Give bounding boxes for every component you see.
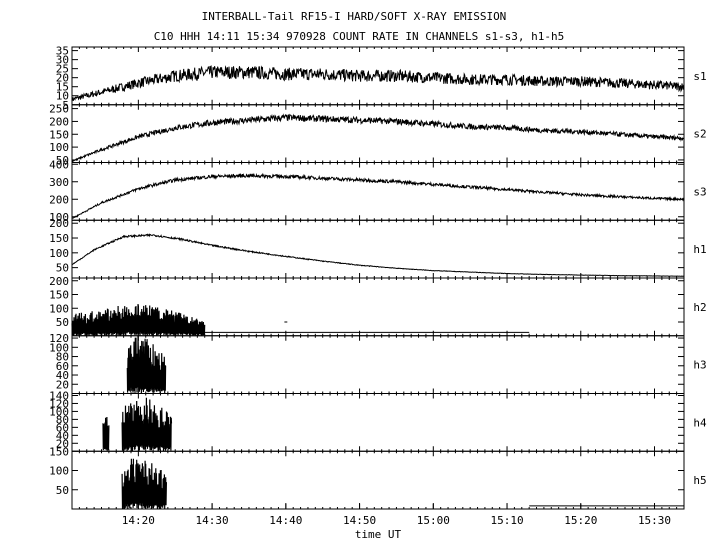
y-tick-label: 150 [49, 232, 69, 245]
y-tick-label: 200 [49, 217, 69, 230]
x-tick-label: 14:40 [269, 514, 302, 527]
y-tick-label: 100 [49, 211, 69, 224]
y-tick-label: 50 [56, 484, 69, 497]
chart-title: INTERBALL-Tail RF15-I HARD/SOFT X-RAY EM… [202, 10, 507, 23]
y-tick-label: 80 [56, 351, 69, 364]
y-tick-label: 200 [49, 193, 69, 206]
x-axis-label: time UT [355, 528, 402, 541]
channel-label-h2: h2 [693, 301, 706, 314]
series-h4-0 [102, 416, 110, 451]
y-tick-label: 200 [49, 115, 69, 128]
y-tick-label: 50 [56, 154, 69, 167]
series-h2-0 [71, 303, 206, 336]
y-tick-label: 150 [49, 289, 69, 302]
y-tick-label: 50 [56, 316, 69, 329]
panel-s3: 100 200 300 400 s3 [49, 158, 707, 224]
y-tick-label: 100 [49, 141, 69, 154]
y-tick-label: 120 [49, 332, 69, 345]
y-tick-label: 50 [56, 262, 69, 275]
panel-frame [71, 162, 685, 221]
y-tick-label: 150 [49, 445, 69, 458]
x-tick-label: 15:30 [638, 514, 671, 527]
panel-h5: 50 100 150 h5 [49, 445, 707, 510]
y-tick-label: 60 [56, 360, 69, 373]
x-tick-label: 14:30 [196, 514, 229, 527]
x-tick-label: 14:50 [343, 514, 376, 527]
x-tick-label: 15:20 [564, 514, 597, 527]
x-tick-label: 15:00 [417, 514, 450, 527]
y-tick-label: 5 [62, 99, 69, 112]
y-tick-label: 100 [49, 405, 69, 418]
y-tick-label: 100 [49, 465, 69, 478]
channel-label-h5: h5 [693, 474, 706, 487]
chart-subtitle: C10 HHH 14:11 15:34 970928 COUNT RATE IN… [154, 30, 565, 43]
y-tick-label: 150 [49, 128, 69, 141]
x-tick-label: 14:20 [122, 514, 155, 527]
x-tick-label: 15:10 [490, 514, 523, 527]
panel-frame [71, 46, 685, 106]
y-tick-label: 400 [49, 158, 69, 171]
series-h3-0 [126, 335, 167, 394]
y-tick-label: 80 [56, 413, 69, 426]
y-tick-label: 140 [49, 389, 69, 402]
y-tick-label: 30 [56, 54, 69, 67]
y-tick-label: 40 [56, 429, 69, 442]
channel-label-h1: h1 [693, 243, 706, 256]
x-axis: 14:20 14:30 14:40 14:50 15:00 15:10 15:20 15:30 [122, 503, 671, 527]
y-tick-label: 20 [56, 72, 69, 85]
y-tick-label: 10 [56, 90, 69, 103]
panel-h1: 50 100 150 200 h1 [49, 217, 707, 279]
panel-stack: 5101520253035s150100150200250s2100200300… [49, 45, 707, 510]
y-tick-label: 250 [49, 103, 69, 116]
channel-label-h3: h3 [693, 359, 706, 372]
y-tick-label: 60 [56, 421, 69, 434]
y-tick-label: 200 [49, 275, 69, 288]
channel-label-s2: s2 [693, 128, 706, 141]
y-tick-label: 100 [49, 341, 69, 354]
channel-label-s3: s3 [693, 185, 706, 198]
series-s3-0 [71, 172, 685, 219]
y-tick-label: 15 [56, 81, 69, 94]
series-s2-0 [71, 113, 685, 163]
channel-label-h4: h4 [693, 416, 707, 429]
y-tick-label: 100 [49, 302, 69, 315]
series-h1-0 [71, 233, 685, 277]
panel-frame [71, 219, 685, 279]
y-tick-label: 20 [56, 437, 69, 450]
y-tick-label: 40 [56, 369, 69, 382]
series-h4-1 [121, 397, 173, 452]
panel-frame [71, 450, 685, 510]
y-tick-label: 120 [49, 397, 69, 410]
y-tick-label: 35 [56, 45, 69, 58]
series-h5-0 [121, 458, 167, 509]
y-tick-label: 20 [56, 378, 69, 391]
y-tick-label: 100 [49, 247, 69, 260]
y-tick-label: 300 [49, 176, 69, 189]
channel-label-s1: s1 [693, 70, 706, 83]
series-s1-0 [71, 65, 685, 102]
y-tick-label: 25 [56, 63, 69, 76]
